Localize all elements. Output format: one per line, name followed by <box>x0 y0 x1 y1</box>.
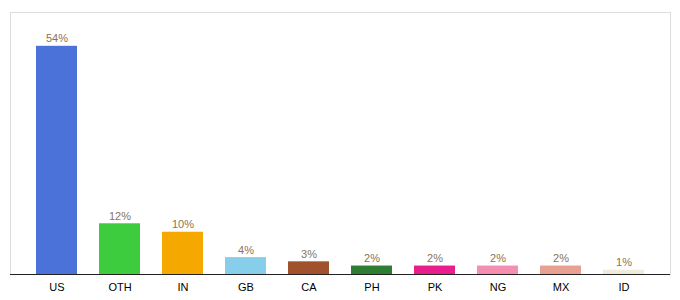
svg-text:ID: ID <box>619 281 630 293</box>
svg-text:MX: MX <box>553 281 570 293</box>
svg-text:54%: 54% <box>46 32 68 44</box>
svg-text:2%: 2% <box>490 252 506 264</box>
svg-text:2%: 2% <box>427 252 443 264</box>
svg-text:PK: PK <box>428 281 443 293</box>
svg-text:PH: PH <box>364 281 379 293</box>
svg-text:1%: 1% <box>616 256 632 268</box>
svg-text:GB: GB <box>238 281 254 293</box>
svg-text:3%: 3% <box>301 248 317 260</box>
svg-text:IN: IN <box>178 281 189 293</box>
svg-text:4%: 4% <box>238 244 254 256</box>
svg-text:CA: CA <box>301 281 317 293</box>
svg-text:OTH: OTH <box>108 281 131 293</box>
svg-text:2%: 2% <box>364 252 380 264</box>
svg-text:2%: 2% <box>553 252 569 264</box>
svg-text:12%: 12% <box>109 210 131 222</box>
svg-text:NG: NG <box>490 281 507 293</box>
svg-text:US: US <box>49 281 64 293</box>
svg-text:10%: 10% <box>172 218 194 230</box>
